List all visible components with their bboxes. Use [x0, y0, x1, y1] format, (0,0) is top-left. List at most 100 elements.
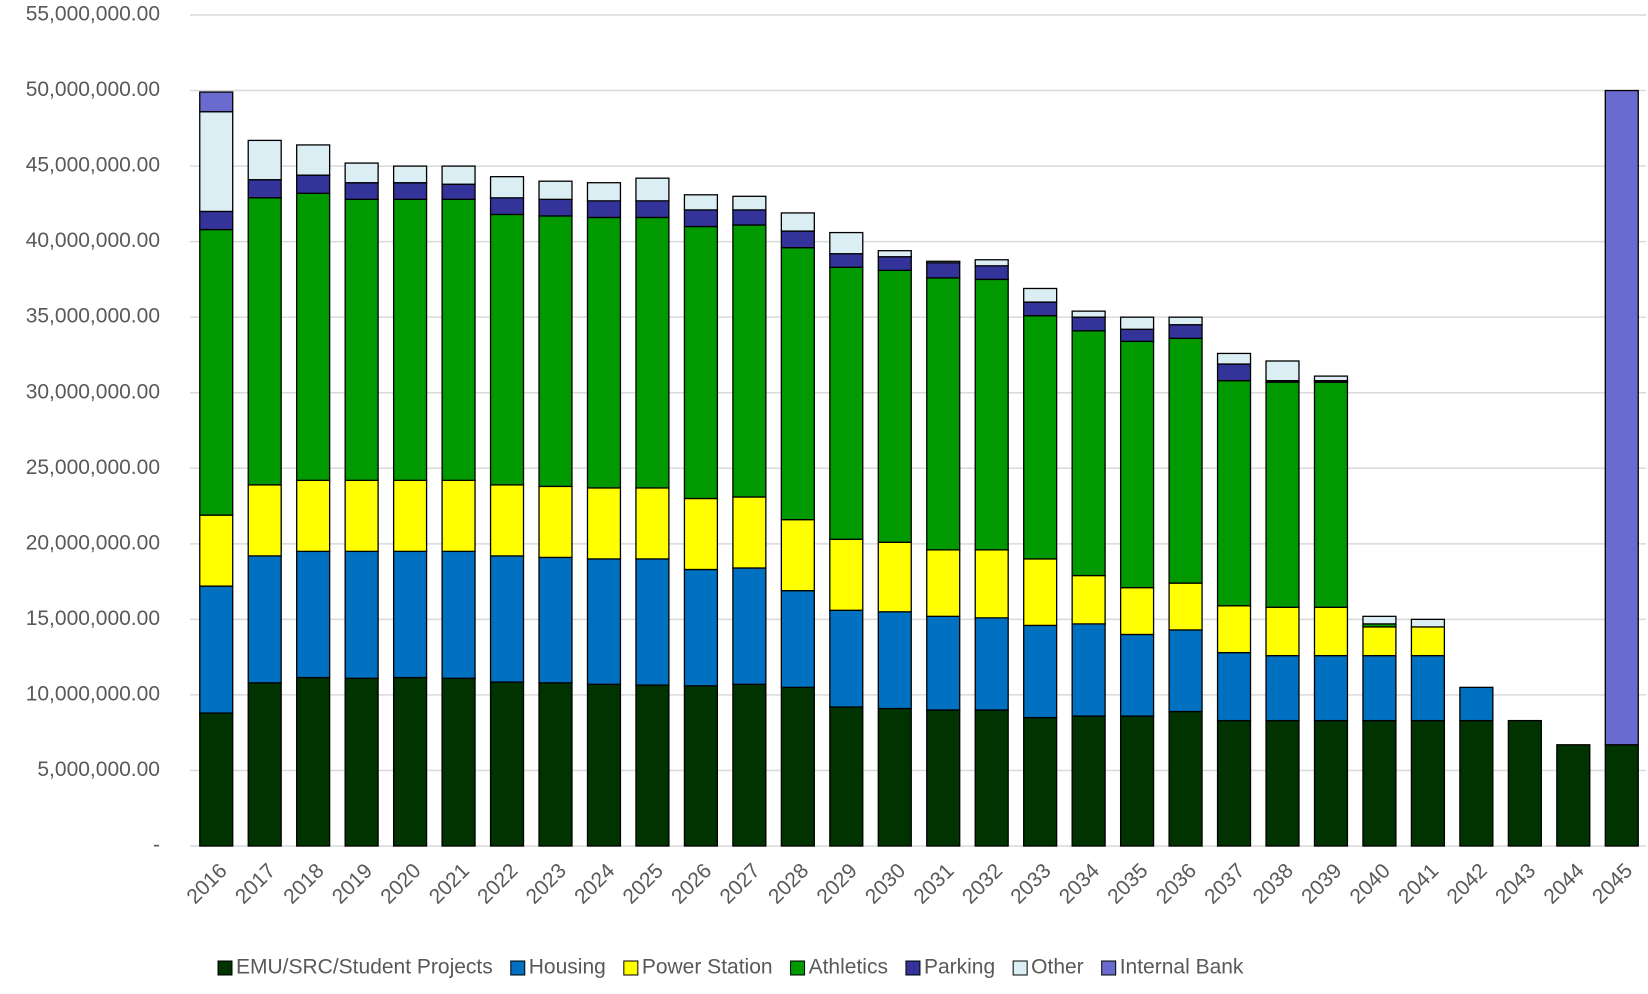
bar-segment [1265, 719, 1300, 847]
y-tick-label: 35,000,000.00 [26, 305, 160, 328]
bar-segment [683, 497, 719, 571]
bar-segment [877, 707, 912, 847]
bar-segment [780, 686, 815, 847]
bar-segment [1216, 651, 1252, 722]
bar-segment [877, 250, 912, 258]
x-tick-label: 2037 [1200, 859, 1249, 908]
y-tick-label: 55,000,000.00 [26, 3, 160, 26]
bar-segment [732, 496, 767, 569]
bar-segment [489, 176, 525, 199]
bar-segment [1604, 89, 1639, 746]
x-tick-label: 2038 [1249, 859, 1298, 908]
bar-segment [732, 567, 767, 685]
bar-segment [538, 682, 573, 847]
bar-segment [489, 213, 525, 486]
bar-segment [296, 479, 331, 553]
x-tick-label: 2018 [279, 859, 328, 908]
bar-segment [1119, 340, 1155, 589]
bar-segment [247, 484, 282, 557]
bar-segment [1265, 654, 1300, 722]
bar-segment [586, 216, 622, 489]
legend-swatch [905, 960, 921, 976]
x-tick-label: 2026 [667, 859, 716, 908]
bar-segment [392, 550, 428, 679]
bar-segment [199, 712, 234, 847]
x-tick-label: 2020 [376, 859, 425, 908]
bar-segment [344, 182, 379, 200]
bar-segment [538, 180, 573, 200]
bar-segment [926, 615, 961, 711]
legend-swatch [217, 960, 233, 976]
x-tick-label: 2028 [764, 859, 813, 908]
bar-segment [1313, 606, 1349, 657]
legend-swatch [623, 960, 639, 976]
x-tick-label: 2023 [522, 859, 571, 908]
bar-segment [247, 197, 282, 486]
bar-segment [974, 259, 1009, 267]
bar-segment [732, 195, 767, 211]
bar-segment [296, 550, 331, 679]
x-tick-label: 2041 [1394, 859, 1443, 908]
bar-segment [732, 209, 767, 226]
bar-segment [1168, 710, 1203, 847]
bar-segment [1119, 715, 1155, 847]
bar-segment [1168, 629, 1203, 713]
bar-segment [489, 681, 525, 847]
x-tick-label: 2027 [716, 859, 765, 908]
bar-segment [1216, 363, 1252, 382]
bar-segment [1023, 301, 1058, 317]
bar-segment [1023, 558, 1058, 627]
bar-segment [1168, 316, 1203, 326]
legend-swatch [1101, 960, 1117, 976]
legend-label: Other [1031, 956, 1084, 979]
bar-segment [199, 228, 234, 516]
legend-swatch [790, 960, 806, 976]
bar-segment [974, 617, 1009, 711]
bar-segment [635, 487, 670, 560]
bar-segment [1507, 719, 1542, 847]
bar-segment [1119, 328, 1155, 343]
y-tick-label: - [153, 834, 160, 857]
bar-segment [1119, 586, 1155, 636]
x-tick-label: 2017 [231, 859, 280, 908]
bar-segment [1556, 744, 1591, 847]
bar-segment [344, 550, 379, 679]
bar-segment [683, 568, 719, 687]
bar-segment [1459, 719, 1494, 847]
bar-segment [1313, 654, 1349, 722]
x-tick-label: 2029 [812, 859, 861, 908]
bar-segment [926, 277, 961, 551]
bar-segment [296, 192, 331, 482]
bar-segment [926, 260, 961, 264]
bar-segment [877, 611, 912, 710]
bar-segment [974, 265, 1009, 281]
bar-segment [926, 709, 961, 847]
bar-segment [829, 266, 864, 540]
x-tick-label: 2036 [1152, 859, 1201, 908]
x-tick-label: 2033 [1006, 859, 1055, 908]
bar-segment [780, 247, 815, 521]
bar-segment [1313, 719, 1349, 847]
x-tick-label: 2031 [909, 859, 958, 908]
bar-segment [392, 182, 428, 200]
bar-segment [732, 683, 767, 847]
bar-segment [926, 262, 961, 279]
bar-segment [199, 585, 234, 714]
legend-label: Athletics [809, 956, 888, 979]
bar-segment [392, 676, 428, 847]
legend-label: Power Station [642, 956, 773, 979]
legend-swatch [510, 960, 526, 976]
bar-segment [780, 590, 815, 689]
bar-segment [1023, 624, 1058, 719]
bar-segment [1023, 716, 1058, 847]
bar-segment [1216, 605, 1252, 654]
bar-segment [1604, 744, 1639, 847]
bar-segment [441, 165, 476, 185]
bar-segment [1410, 719, 1446, 847]
bar-segment [1071, 330, 1106, 577]
bar-segment [296, 144, 331, 176]
bar-segment [1071, 310, 1106, 318]
bar-segment [538, 215, 573, 488]
bar-segment [489, 197, 525, 216]
bar-segment [489, 555, 525, 683]
